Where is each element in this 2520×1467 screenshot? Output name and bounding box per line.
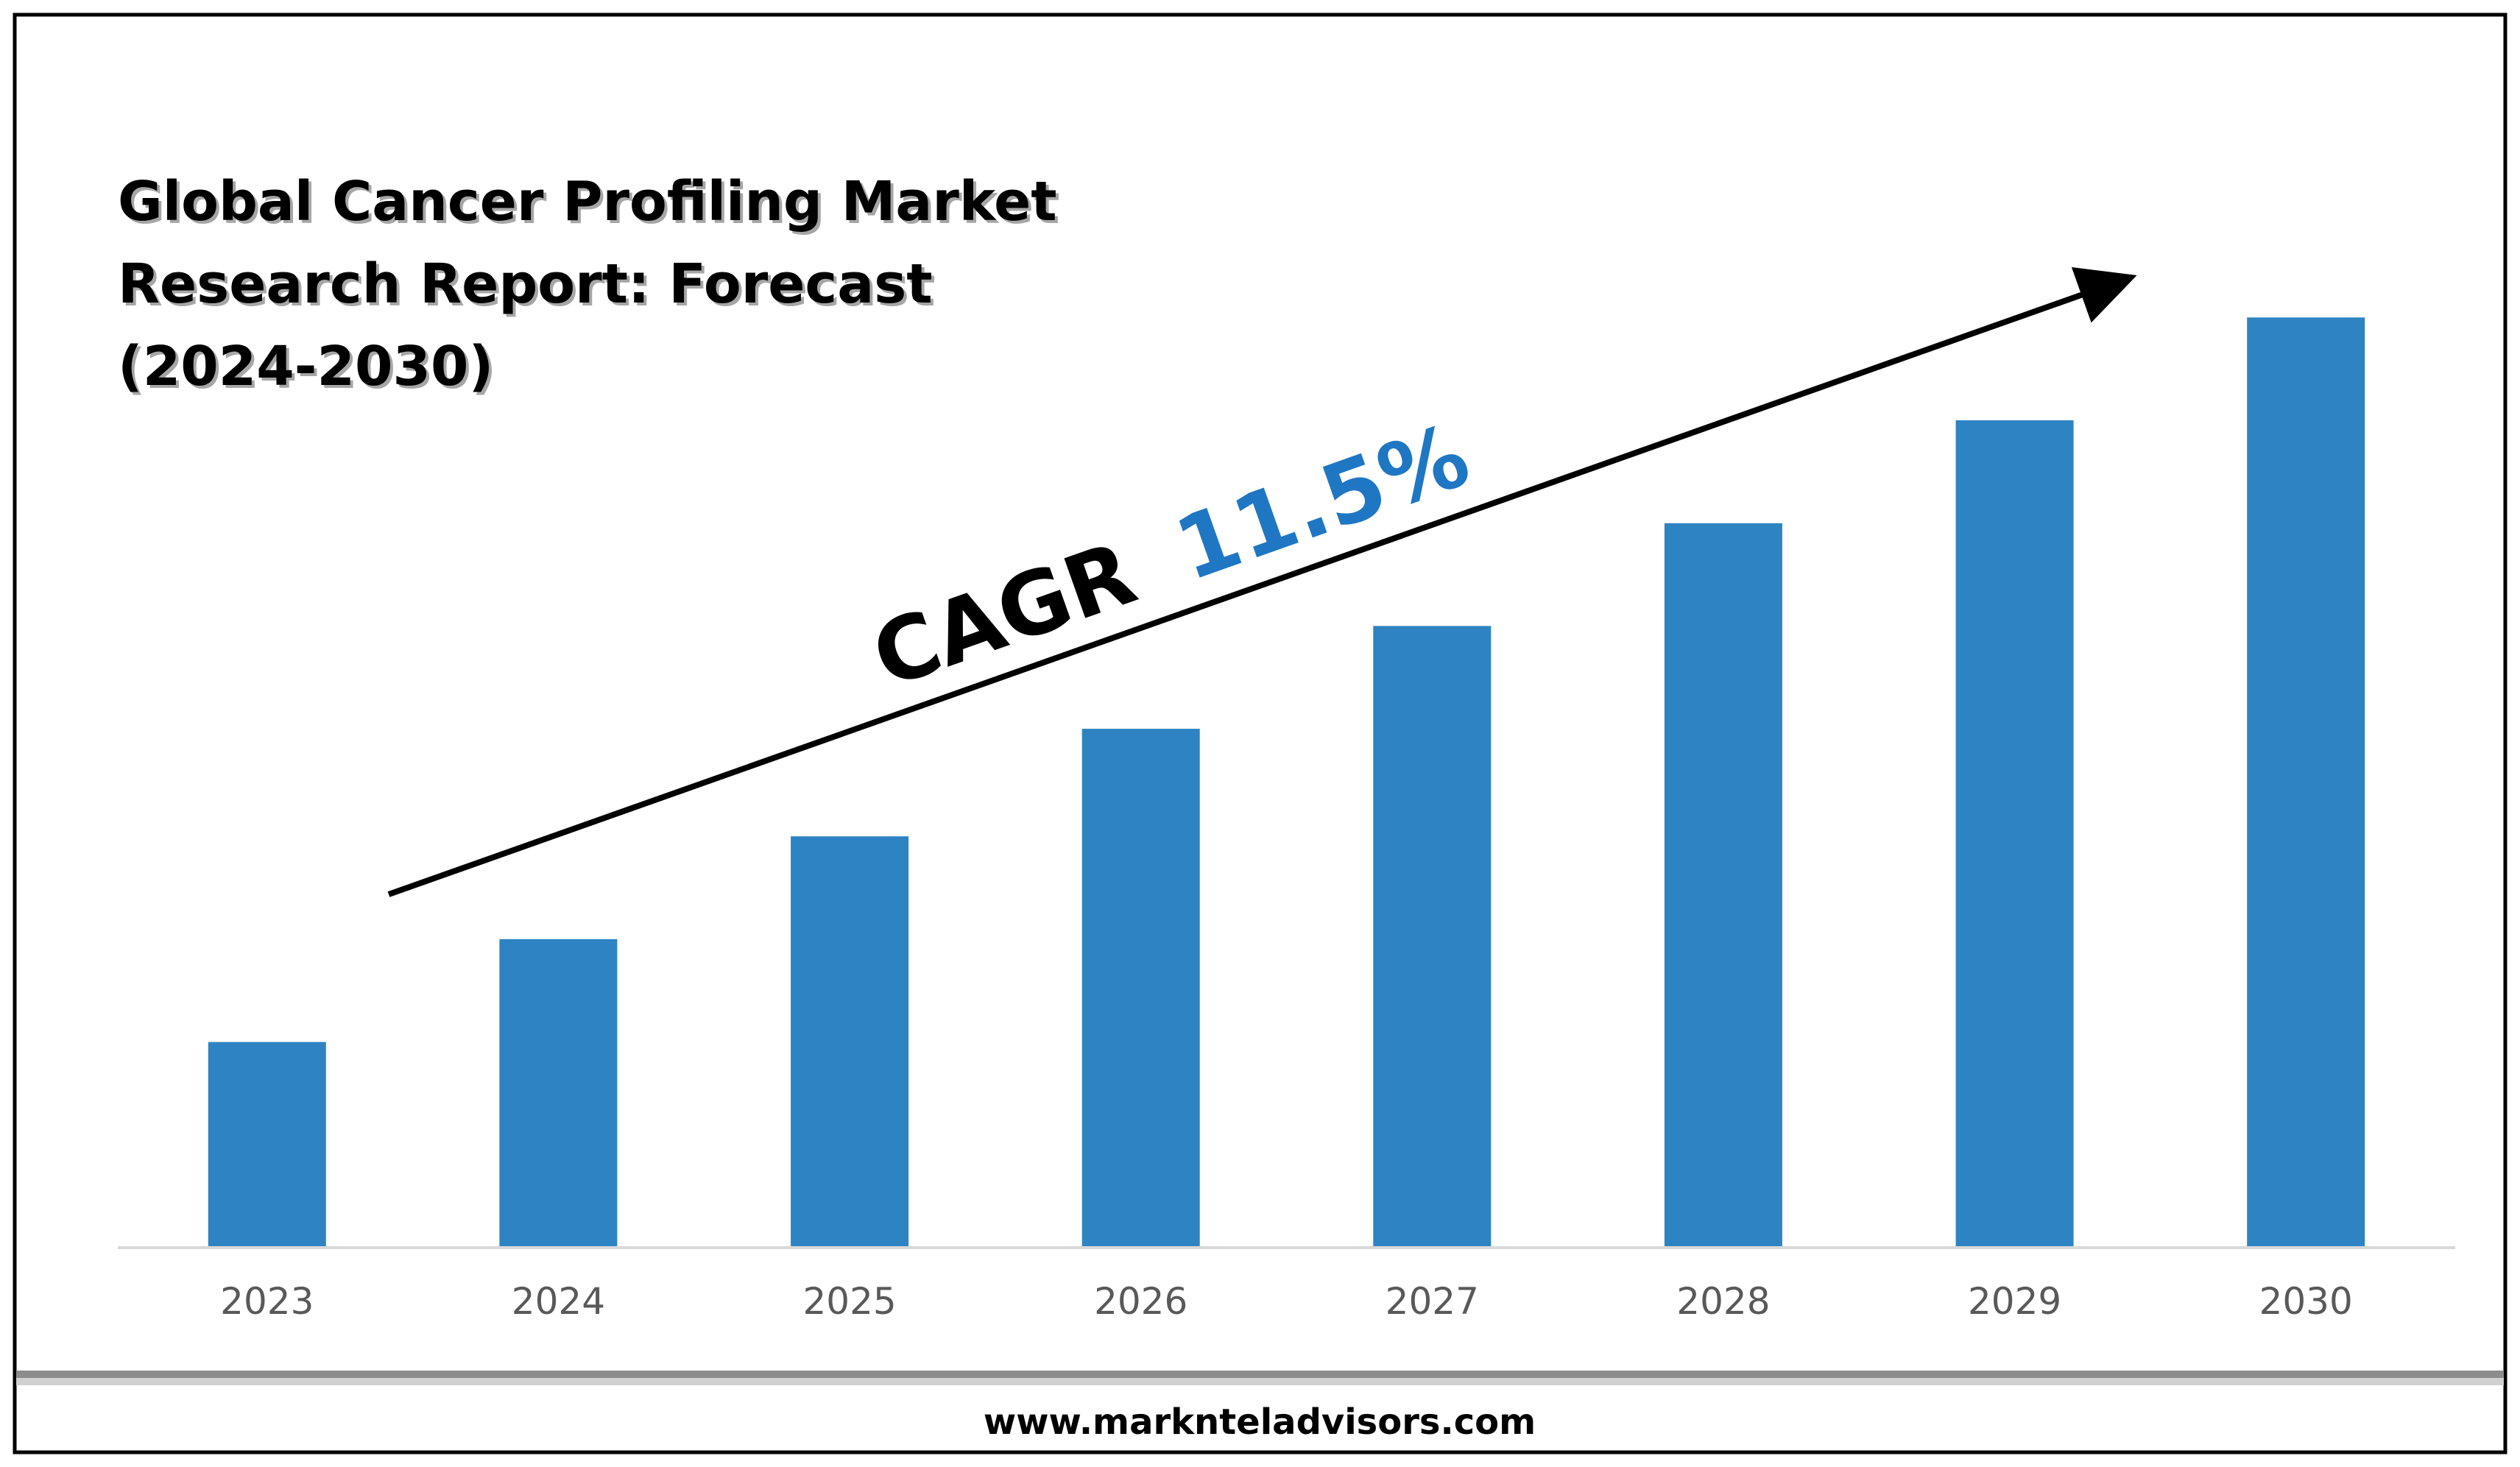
bar-2026 (1081, 729, 1200, 1248)
title-line-3-shadow: (2024-2030) (121, 338, 496, 401)
bar-2024 (499, 938, 618, 1248)
x-tick-label-2027: 2027 (1386, 1280, 1479, 1323)
x-tick-label-2026: 2026 (1094, 1280, 1187, 1323)
title-line-2-shadow: Research Report: Forecast (121, 255, 936, 319)
bar-2028 (1664, 523, 1782, 1248)
x-tick-label-2029: 2029 (1968, 1280, 2061, 1323)
title-line-3: (2024-2030) (118, 335, 493, 398)
footer-divider-shadow (16, 1376, 2504, 1385)
x-tick-label-2024: 2024 (512, 1280, 605, 1323)
bar-2025 (791, 836, 909, 1248)
title-line-1: Global Cancer Profiling Market (118, 170, 1057, 233)
footer-divider (16, 1371, 2504, 1378)
chart-title: Global Cancer Profiling Market Global Ca… (118, 170, 1060, 401)
x-tick-label-2030: 2030 (2259, 1280, 2353, 1323)
title-line-2: Research Report: Forecast (118, 252, 933, 316)
bar-series (208, 317, 2365, 1248)
title-line-1-shadow: Global Cancer Profiling Market (121, 173, 1060, 236)
x-tick-label-2028: 2028 (1676, 1280, 1770, 1323)
x-tick-label-2025: 2025 (802, 1280, 896, 1323)
x-tick-label-2023: 2023 (220, 1280, 314, 1323)
bar-2027 (1373, 626, 1492, 1248)
bar-2029 (1955, 420, 2074, 1248)
cagr-trend-arrow (387, 266, 2137, 897)
bar-2030 (2247, 317, 2365, 1248)
cagr-label: CAGR (860, 522, 1148, 707)
bar-2023 (208, 1042, 326, 1248)
x-tick-labels: 2023 2024 2025 2026 2027 2028 2029 2030 (220, 1280, 2353, 1323)
outer-border (13, 13, 2507, 1454)
cagr-value: 11.5% (1163, 404, 1481, 601)
footer-url: www.marknteladvisors.com (984, 1401, 1536, 1443)
